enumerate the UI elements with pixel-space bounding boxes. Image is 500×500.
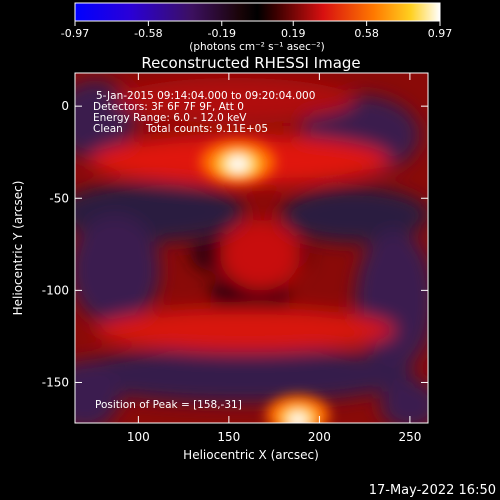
annotation-detectors: Detectors: 3F 6F 7F 9F, Att 0 [93,101,244,113]
y-tick-label: 0 [61,99,69,113]
x-tick-label: 100 [127,430,150,444]
x-axis-label: Heliocentric X (arcsec) [183,448,319,462]
y-tick-label: -50 [49,191,69,205]
annotation-peak-position: Position of Peak = [158,-31] [95,399,242,411]
x-tick-label: 150 [217,430,240,444]
colorbar-unit-label: (photons cm⁻² s⁻¹ asec⁻²) [189,41,324,53]
x-tick-label: 250 [398,430,421,444]
x-tick-label: 200 [308,430,331,444]
colorbar-tick-label: 0.97 [428,27,453,40]
y-tick-label: -150 [42,375,69,389]
colorbar-tick-label: -0.58 [134,27,162,40]
colorbar [74,2,441,22]
plot-frame [74,72,429,424]
annotation-total-counts: Total counts: 9.11E+05 [145,123,268,135]
annotation-time-range: 5-Jan-2015 09:14:04.000 to 09:20:04.000 [96,90,315,102]
y-tick-label: -100 [42,283,69,297]
y-axis-label: Heliocentric Y (arcsec) [11,181,25,316]
colorbar-tick-label: -0.97 [61,27,89,40]
heatmap-image [75,73,428,423]
chart-title: Reconstructed RHESSI Image [141,54,360,72]
colorbar-ticks: -0.97 -0.58 -0.19 0.19 0.58 0.97 [61,21,452,40]
annotation-clean: Clean [93,123,123,135]
annotation-energy: Energy Range: 6.0 - 12.0 keV [93,112,247,124]
x-axis-ticks: 100 150 200 250 [127,73,421,444]
colorbar-tick-label: 0.58 [354,27,379,40]
colorbar-tick-label: -0.19 [208,27,236,40]
y-axis-ticks: 0 -50 -100 -150 [42,99,428,389]
colorbar-tick-label: 0.19 [281,27,306,40]
timestamp: 17-May-2022 16:50 [369,483,496,498]
